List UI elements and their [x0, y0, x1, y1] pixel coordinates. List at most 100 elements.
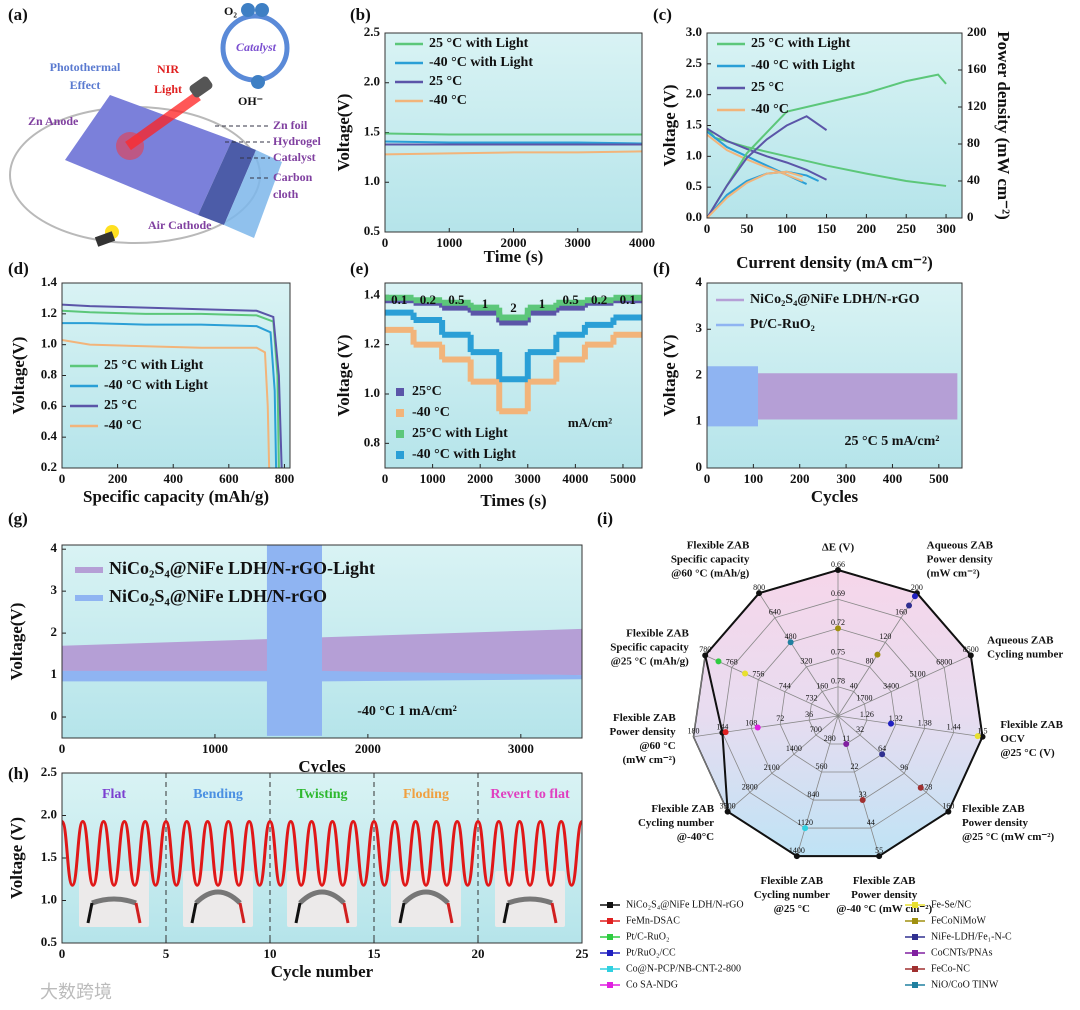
radar-tick-label: 480 — [785, 632, 797, 641]
radar-axis-label: @25 °C — [774, 903, 810, 915]
series-band — [62, 545, 582, 736]
legend-label: Co SA-NDG — [626, 979, 678, 990]
radar-axis-label: Aqueous ZAB — [927, 540, 994, 552]
legend-label: NiFe-LDH/Fe₁-N-C — [931, 931, 1012, 942]
x-tick-label: 0 — [59, 741, 66, 756]
radar-point — [843, 741, 850, 748]
y-axis-label: Voltage (V) — [7, 817, 26, 899]
x-tick-label: 400 — [883, 471, 903, 486]
zn-anode-slab — [65, 95, 232, 215]
radar-tick-label: 64 — [878, 744, 886, 753]
y2-tick-label: 200 — [967, 24, 987, 39]
legend-label: Fe-Se/NC — [931, 899, 971, 910]
panel-label: (d) — [8, 259, 29, 278]
y-tick-label: 2.5 — [364, 24, 381, 39]
radar-tick-label: 1.26 — [860, 710, 874, 719]
y-tick-label: 0.6 — [41, 397, 58, 412]
o2-label: O₂ — [224, 4, 237, 18]
legend-marker — [912, 934, 918, 940]
x-axis-label: Cycles — [811, 487, 859, 506]
x-tick-label: 0 — [382, 471, 389, 486]
radar-ring — [750, 627, 926, 801]
panel-label: (e) — [350, 259, 369, 278]
radar-axis-label: Cycling number — [987, 648, 1063, 660]
y-tick-label: 3.0 — [686, 24, 702, 39]
y-tick-label: 0 — [696, 459, 703, 474]
y-axis-label: Voltage (V) — [334, 335, 353, 417]
y-tick-label: 4 — [51, 540, 58, 555]
radar-axis-label: Flexible ZAB — [687, 540, 750, 552]
photo-wire — [398, 902, 406, 924]
series-line — [62, 303, 283, 468]
radar-point — [802, 825, 809, 832]
x-tick-label: 400 — [163, 471, 183, 486]
y-tick-label: 1.0 — [41, 891, 57, 906]
y-tick-label: 2.0 — [686, 86, 702, 101]
legend-swatch — [396, 409, 404, 417]
radar-tick-label: 40 — [850, 681, 858, 690]
radar-point — [945, 808, 952, 815]
radar-ring — [779, 657, 897, 773]
y-tick-label: 1.0 — [364, 173, 380, 188]
y-axis-label: Voltage(V) — [7, 603, 26, 681]
legend-label: Pt/C-RuO₂ — [626, 931, 670, 942]
legend-label: 25 °C — [104, 398, 137, 413]
nir-label: NIR — [157, 62, 179, 76]
radar-point — [715, 658, 722, 665]
watermark: 大数跨境 — [40, 982, 112, 1003]
x-axis-label: Current density (mA cm⁻²) — [736, 253, 932, 272]
y2-tick-label: 160 — [967, 61, 987, 76]
radar-tick-label: 5100 — [910, 669, 926, 678]
legend-label: -40 °C with Light — [751, 58, 855, 73]
photo-wire — [502, 902, 510, 924]
series-line — [62, 339, 271, 468]
annotation: -40 °C 1 mA/cm² — [357, 704, 457, 719]
legend-label: 25 °C with Light — [104, 358, 204, 373]
radar-series — [704, 568, 984, 858]
photo-device — [402, 889, 450, 905]
photo-wire — [342, 902, 350, 924]
x-tick-label: 100 — [777, 221, 797, 236]
radar-axis-label: Flexible ZAB — [853, 875, 916, 887]
x-axis-label: Times (s) — [480, 491, 546, 510]
y-tick-label: 0.4 — [41, 428, 58, 443]
radar-axis-label: Specific capacity — [671, 554, 750, 566]
radar-axis-label: Flexible ZAB — [613, 712, 676, 724]
step-label: 1 — [539, 296, 546, 311]
legend-label: NiCo₂S₄@NiFe LDH/N-rGO — [109, 586, 327, 606]
step-label: 0.2 — [420, 292, 436, 307]
plot-frame — [61, 544, 583, 739]
radar-axis-label: Power density — [927, 554, 994, 566]
radar-spoke — [727, 715, 839, 812]
radar-spoke — [796, 715, 839, 857]
y-tick-label: 1.5 — [686, 116, 703, 131]
bulb-base — [94, 231, 116, 247]
legend-label: 25 °C — [751, 80, 784, 95]
radar-spoke — [705, 654, 839, 717]
panel-label: (g) — [8, 509, 28, 528]
radar-point — [793, 853, 800, 860]
radar-tick-label: 1120 — [797, 818, 813, 827]
radar-spoke — [693, 715, 839, 738]
photo-wire — [446, 902, 454, 924]
unit-label: mA/cm² — [568, 415, 612, 430]
layer-label: Zn foil — [273, 118, 308, 132]
radar-point — [879, 751, 886, 758]
x-tick-label: 0 — [704, 471, 711, 486]
legend-marker — [912, 950, 918, 956]
radar-axis-label: Flexible ZAB — [626, 627, 689, 639]
series-line — [707, 115, 828, 218]
radar-point — [702, 652, 709, 659]
radar-tick-label: 120 — [879, 632, 891, 641]
legend-swatch — [396, 388, 404, 396]
radar-point — [722, 729, 729, 736]
radar-point — [911, 593, 918, 600]
radar-tick-label: 0.72 — [831, 618, 845, 627]
radar-tick-label: 1700 — [857, 694, 873, 703]
radar-tick-label: 160 — [895, 608, 907, 617]
plot-frame — [706, 282, 963, 469]
layer-label: cloth — [273, 187, 299, 201]
radar-spoke — [837, 654, 971, 717]
radar-tick-label: 55 — [875, 846, 883, 855]
